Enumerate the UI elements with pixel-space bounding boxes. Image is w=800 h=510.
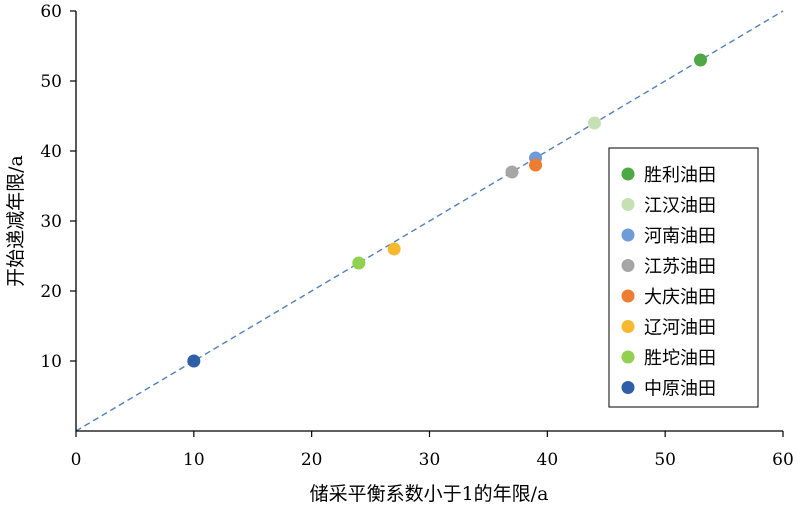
legend-label: 胜利油田 xyxy=(644,165,716,186)
reference-line xyxy=(75,10,784,432)
legend-label: 辽河油田 xyxy=(644,318,716,339)
x-tick-label: 10 xyxy=(183,450,205,470)
y-tick-label: 50 xyxy=(40,72,62,92)
x-axis-title: 储采平衡系数小于1的年限/a xyxy=(310,483,549,505)
legend-marker xyxy=(621,289,635,303)
legend-box xyxy=(608,147,759,408)
data-point xyxy=(587,116,601,130)
legend-label: 胜坨油田 xyxy=(644,348,716,369)
legend-marker xyxy=(621,167,635,181)
data-points xyxy=(187,53,708,368)
reference-line-layer xyxy=(75,10,784,432)
x-tick-label: 60 xyxy=(772,450,794,470)
y-tick-label: 10 xyxy=(40,352,62,372)
x-tick-label: 40 xyxy=(537,450,559,470)
legend-label: 中原油田 xyxy=(644,379,716,400)
legend-marker xyxy=(621,320,635,333)
y-tick-label: 20 xyxy=(40,282,62,302)
legend-marker xyxy=(621,350,635,364)
legend-marker xyxy=(621,259,635,272)
x-tick-label: 30 xyxy=(419,450,441,470)
y-tick-label: 60 xyxy=(40,2,62,22)
x-tick-label: 20 xyxy=(301,450,323,470)
data-point xyxy=(505,165,519,179)
legend-marker xyxy=(621,198,635,211)
x-tick-label: 0 xyxy=(71,450,82,470)
data-point xyxy=(352,256,366,270)
data-point xyxy=(387,242,401,256)
legend-label: 河南油田 xyxy=(644,226,716,247)
data-point xyxy=(187,354,201,368)
legend-label: 江苏油田 xyxy=(644,257,716,278)
y-tick-label: 30 xyxy=(40,212,62,232)
legend-label: 大庆油田 xyxy=(644,287,716,308)
x-tick-label: 50 xyxy=(654,450,676,470)
y-axis-title: 开始递减年限/a xyxy=(5,155,27,287)
y-tick-label: 40 xyxy=(40,142,62,162)
data-point xyxy=(694,53,708,67)
legend-marker xyxy=(621,381,635,394)
legend-label: 江汉油田 xyxy=(644,196,716,217)
ticks: 0 10 20 30 40 50 60 10 20 30 40 50 60 xyxy=(40,2,793,470)
legend-marker xyxy=(621,228,635,242)
data-point xyxy=(529,158,543,172)
